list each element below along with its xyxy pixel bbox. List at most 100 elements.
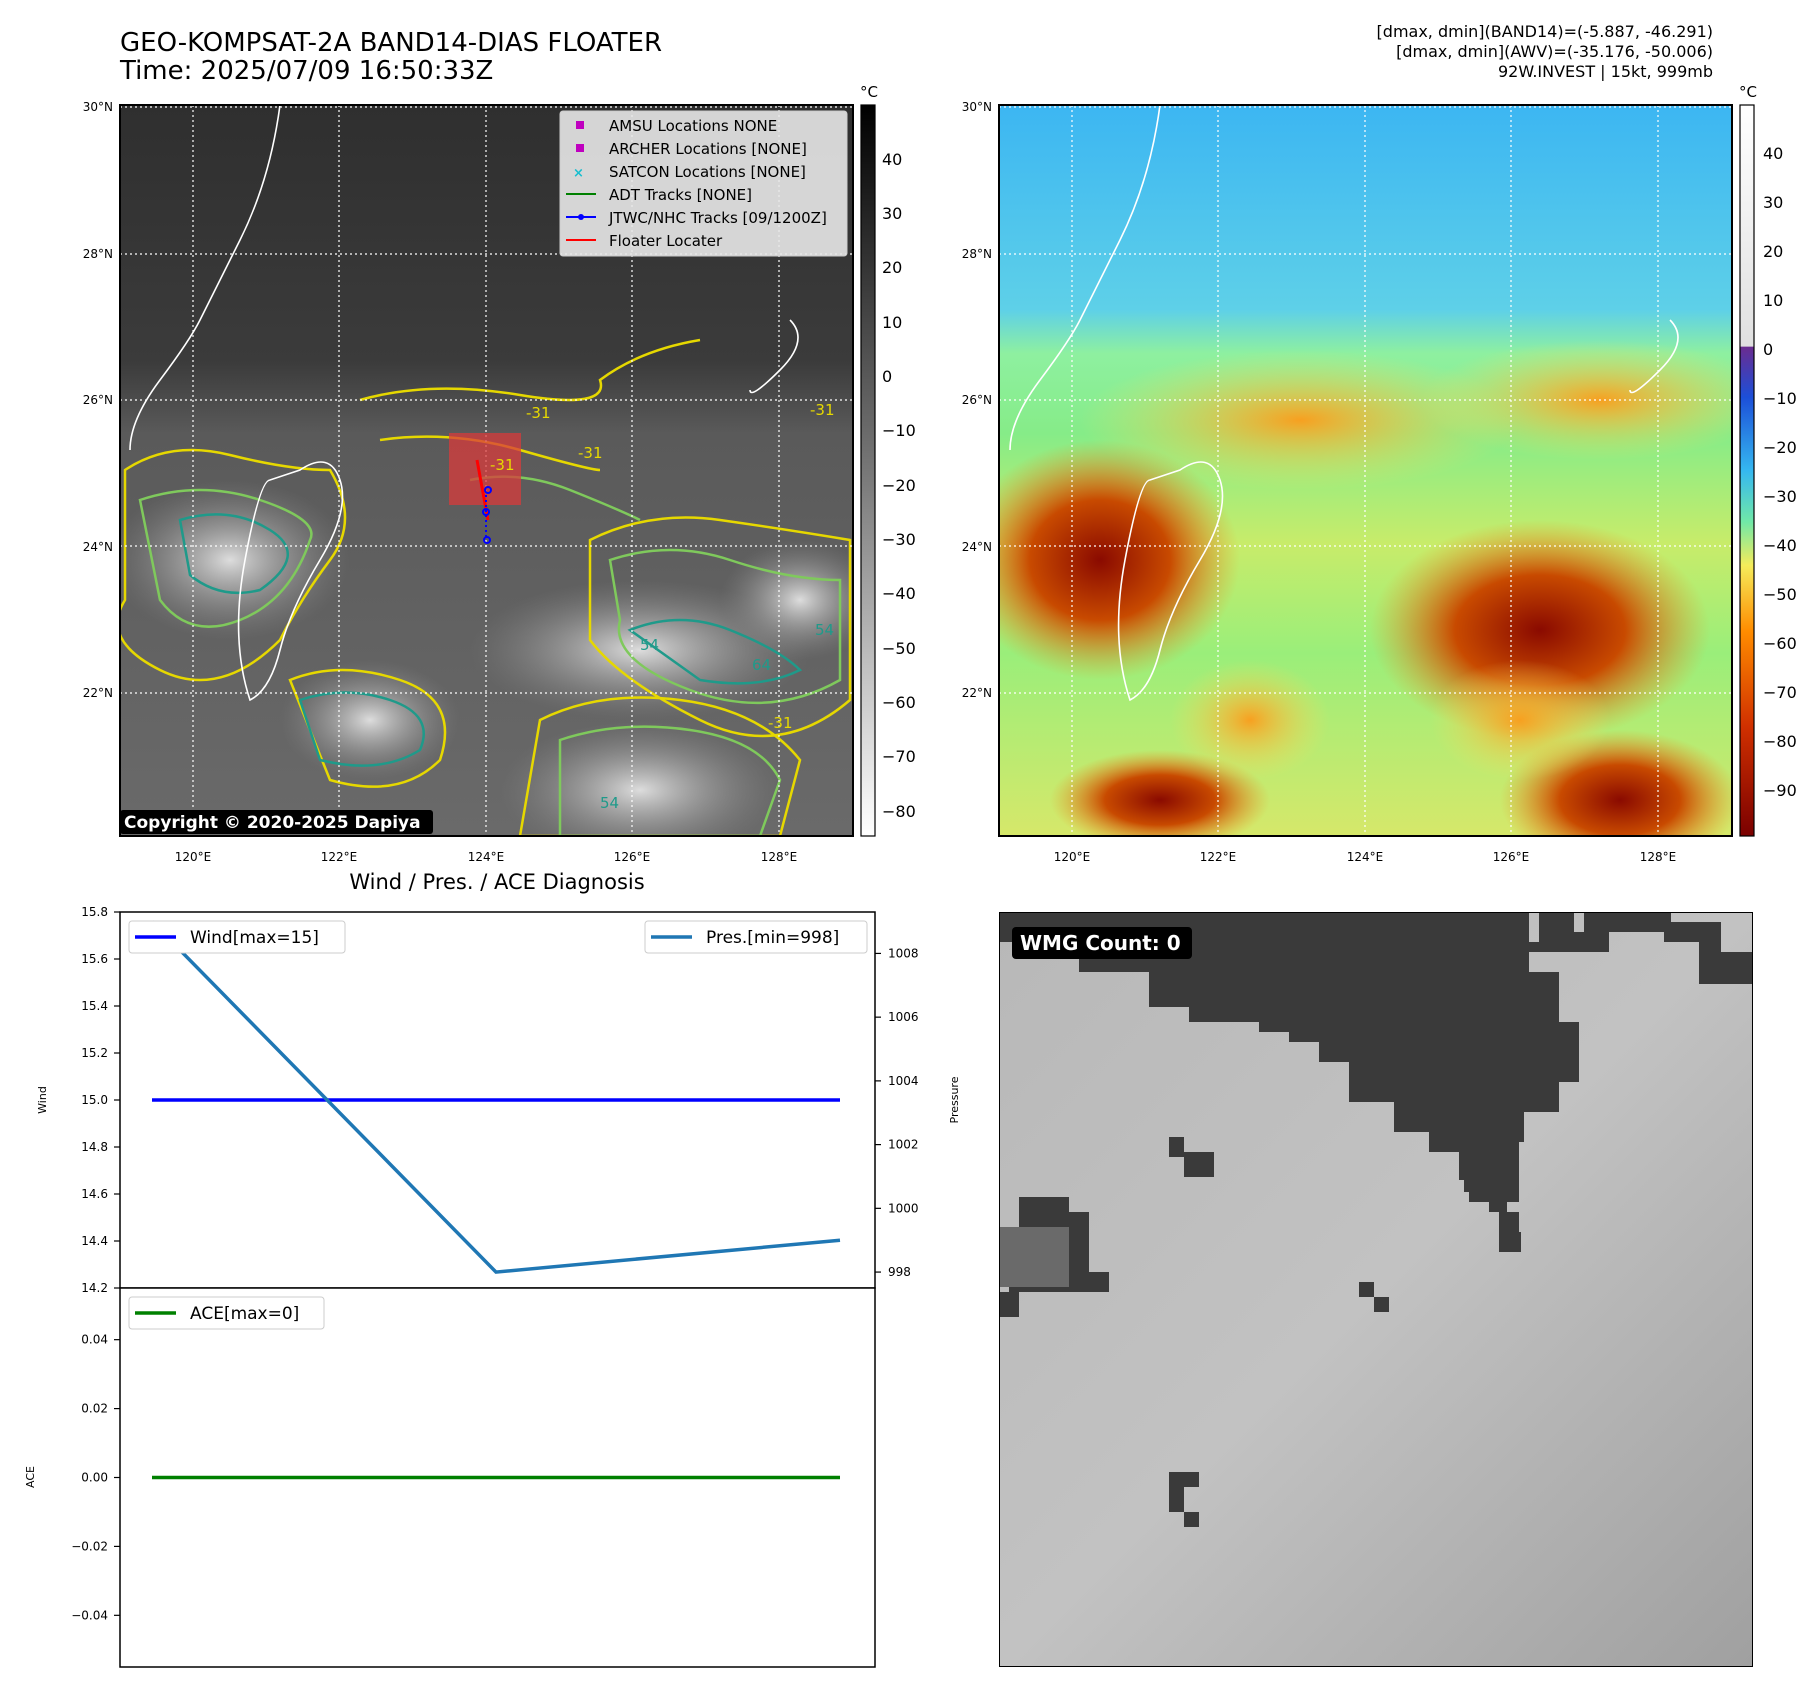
- wv-lat-labels: 30°N 28°N 26°N 24°N 22°N: [962, 100, 992, 700]
- colorbar-tick: −80: [882, 802, 916, 821]
- pressure-series-line: [150, 920, 841, 1274]
- wind-ticks: 15.8 15.6 15.4 15.2 15.0 14.8 14.6 14.4 14.2: [81, 905, 120, 1295]
- ace-tick: 0.00: [81, 1471, 108, 1485]
- wind-tick: 15.8: [81, 905, 108, 919]
- pressure-tick: 1000: [888, 1201, 919, 1215]
- wv-colorbar-unit: °C: [1739, 83, 1757, 101]
- lat-label: 28°N: [83, 247, 113, 261]
- wind-axis-label: Wind: [36, 1086, 49, 1114]
- colorbar-tick: 40: [882, 150, 902, 169]
- info-line1: [dmax, dmin](BAND14)=(-5.887, -46.291): [1376, 22, 1713, 41]
- colorbar-tick: 40: [1763, 144, 1783, 163]
- lon-label: 128°E: [761, 850, 798, 864]
- ace-tick: 0.04: [81, 1333, 108, 1347]
- diagnosis-title: Wind / Pres. / ACE Diagnosis: [349, 870, 644, 894]
- wind-tick: 15.6: [81, 952, 108, 966]
- pressure-tick: 1004: [888, 1074, 919, 1088]
- wv-lon-labels: 120°E 122°E 124°E 126°E 128°E: [1054, 850, 1677, 864]
- ir-map-panel: -31 -31 -31 -31 -31 54 54 54 64 30°N 28°…: [83, 83, 916, 864]
- legend-label: ADT Tracks [NONE]: [609, 186, 752, 204]
- legend-label: ARCHER Locations [NONE]: [609, 140, 807, 158]
- lon-label: 128°E: [1640, 850, 1677, 864]
- pressure-axis-label: Pressure: [948, 1076, 960, 1123]
- lat-label: 26°N: [83, 393, 113, 407]
- copyright-box: [120, 810, 433, 834]
- wind-tick: 15.4: [81, 999, 108, 1013]
- pressure-legend-label: Pres.[min=998]: [706, 928, 839, 948]
- ace-tick: −0.04: [71, 1608, 108, 1622]
- lat-label: 24°N: [83, 540, 113, 554]
- contour-label: 54: [815, 621, 834, 639]
- colorbar-tick: 30: [1763, 193, 1783, 212]
- legend-label: Floater Locater: [609, 232, 723, 250]
- wv-colorbar: [1739, 104, 1755, 837]
- legend-label: JTWC/NHC Tracks [09/1200Z]: [608, 209, 827, 227]
- contour-label: -31: [810, 401, 835, 419]
- colorbar-tick: −60: [882, 693, 916, 712]
- colorbar-tick: −40: [882, 584, 916, 603]
- wv-map-panel: 30°N 28°N 26°N 24°N 22°N 120°E 122°E 124…: [962, 83, 1797, 864]
- ace-tick: 0.02: [81, 1402, 108, 1416]
- floater-box: [449, 433, 521, 505]
- contour-label: 64: [752, 656, 771, 674]
- lat-label: 22°N: [962, 686, 992, 700]
- jtwc-track: [482, 486, 492, 544]
- contour-label: 54: [640, 636, 659, 654]
- wv-colorbar-ticks: 40 30 20 10 0 −10 −20 −30 −40 −50 −60 −7…: [1763, 144, 1797, 800]
- contour-label: -31: [526, 404, 551, 422]
- lat-label: 28°N: [962, 247, 992, 261]
- pressure-tick: 998: [888, 1265, 911, 1279]
- colorbar-tick: 0: [882, 367, 892, 386]
- figure-title-line1: GEO-KOMPSAT-2A BAND14-DIAS FLOATER: [120, 28, 663, 58]
- wind-tick: 14.6: [81, 1187, 108, 1201]
- colorbar-tick: 20: [882, 258, 902, 277]
- wmg-dark-regions: [999, 912, 1753, 1527]
- colorbar-tick: −40: [1763, 536, 1797, 555]
- ace-axis-label: ACE: [24, 1466, 37, 1488]
- legend-marker-amsu: [576, 121, 584, 129]
- lat-label: 22°N: [83, 686, 113, 700]
- ir-lat-labels: 30°N 28°N 26°N 24°N 22°N: [83, 100, 113, 700]
- colorbar-tick: −30: [882, 530, 916, 549]
- colorbar-tick: −60: [1763, 634, 1797, 653]
- wind-tick: 15.0: [81, 1093, 108, 1107]
- colorbar-tick: 20: [1763, 242, 1783, 261]
- info-line2: [dmax, dmin](AWV)=(-35.176, -50.006): [1396, 42, 1713, 61]
- legend-label: SATCON Locations [NONE]: [609, 163, 806, 181]
- ace-tick: −0.02: [71, 1539, 108, 1553]
- legend-label: AMSU Locations NONE: [609, 117, 777, 135]
- colorbar-tick: 0: [1763, 340, 1773, 359]
- ace-ticks: 0.04 0.02 0.00 −0.02 −0.04: [71, 1333, 120, 1622]
- lon-label: 124°E: [1347, 850, 1384, 864]
- info-line3: 92W.INVEST | 15kt, 999mb: [1497, 62, 1713, 81]
- colorbar-tick: 10: [1763, 291, 1783, 310]
- colorbar-tick: −80: [1763, 732, 1797, 751]
- colorbar-tick: −50: [882, 639, 916, 658]
- colorbar-tick: −10: [1763, 389, 1797, 408]
- colorbar-tick: 10: [882, 313, 902, 332]
- legend-marker-archer: [576, 144, 584, 152]
- ir-colorbar-ticks: 40 30 20 10 0 −10 −20 −30 −40 −50 −60 −7…: [882, 150, 916, 821]
- colorbar-tick: −20: [1763, 438, 1797, 457]
- lat-label: 30°N: [962, 100, 992, 114]
- colorbar-tick: −70: [882, 747, 916, 766]
- ace-legend: ACE[max=0]: [128, 1296, 325, 1330]
- legend-marker-satcon: ×: [573, 166, 584, 181]
- contour-label: 54: [600, 794, 619, 812]
- colorbar-tick: −70: [1763, 683, 1797, 702]
- contour-label: -31: [768, 714, 793, 732]
- ir-colorbar-unit: °C: [860, 83, 878, 101]
- diagnosis-chart: Wind / Pres. / ACE Diagnosis Wind Pressu…: [24, 870, 960, 1668]
- lon-label: 126°E: [1493, 850, 1530, 864]
- ir-colorbar: [860, 104, 876, 837]
- colorbar-tick: −20: [882, 476, 916, 495]
- colorbar-tick: −90: [1763, 781, 1797, 800]
- colorbar-tick: −10: [882, 421, 916, 440]
- wmg-count-label: WMG Count: 0: [1020, 931, 1181, 955]
- lat-label: 24°N: [962, 540, 992, 554]
- wmg-count-box: [1012, 927, 1192, 959]
- pressure-legend: Pres.[min=998]: [644, 920, 868, 954]
- lat-label: 26°N: [962, 393, 992, 407]
- pressure-tick: 1006: [888, 1010, 919, 1024]
- pressure-tick: 1002: [888, 1138, 919, 1152]
